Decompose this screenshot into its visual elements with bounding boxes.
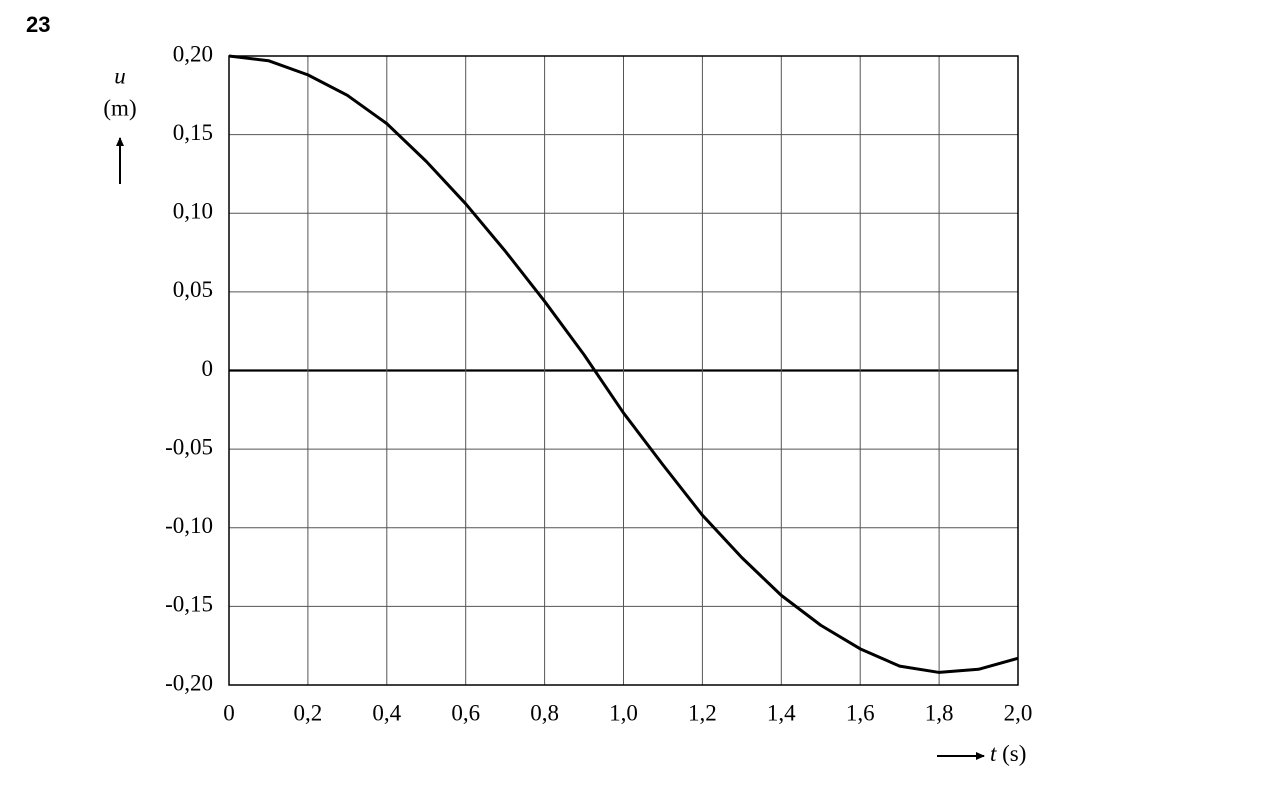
x-tick-label: 0,2 — [294, 700, 323, 725]
x-tick-label: 1,8 — [925, 700, 954, 725]
x-axis-symbol: t — [990, 741, 997, 766]
y-tick-label: 0 — [202, 356, 214, 381]
y-tick-label: 0,05 — [173, 277, 213, 302]
y-tick-label: -0,20 — [165, 670, 213, 695]
x-tick-label: 0,4 — [372, 700, 401, 725]
x-axis-label: t (s) — [990, 741, 1026, 766]
x-tick-label: 0,8 — [530, 700, 559, 725]
x-axis-unit: (s) — [1002, 741, 1026, 766]
y-axis-unit: (m) — [103, 95, 136, 120]
x-tick-label: 2,0 — [1004, 700, 1033, 725]
y-tick-label: 0,15 — [173, 120, 213, 145]
y-tick-label: -0,05 — [165, 434, 213, 459]
question-number: 23 — [26, 12, 50, 37]
x-tick-label: 1,0 — [609, 700, 638, 725]
plot-frame — [228, 55, 1019, 686]
y-tick-label: -0,15 — [165, 592, 213, 617]
x-tick-label: 1,6 — [846, 700, 875, 725]
y-axis-symbol: u — [114, 63, 126, 88]
x-tick-label: 0,6 — [451, 700, 480, 725]
x-tick-label: 0 — [223, 700, 235, 725]
y-tick-label: -0,10 — [165, 513, 213, 538]
y-tick-label: 0,20 — [173, 41, 213, 66]
x-tick-label: 1,4 — [767, 700, 796, 725]
data-line — [228, 54, 1019, 674]
x-tick-label: 1,2 — [688, 700, 717, 725]
y-tick-label: 0,10 — [173, 199, 213, 224]
